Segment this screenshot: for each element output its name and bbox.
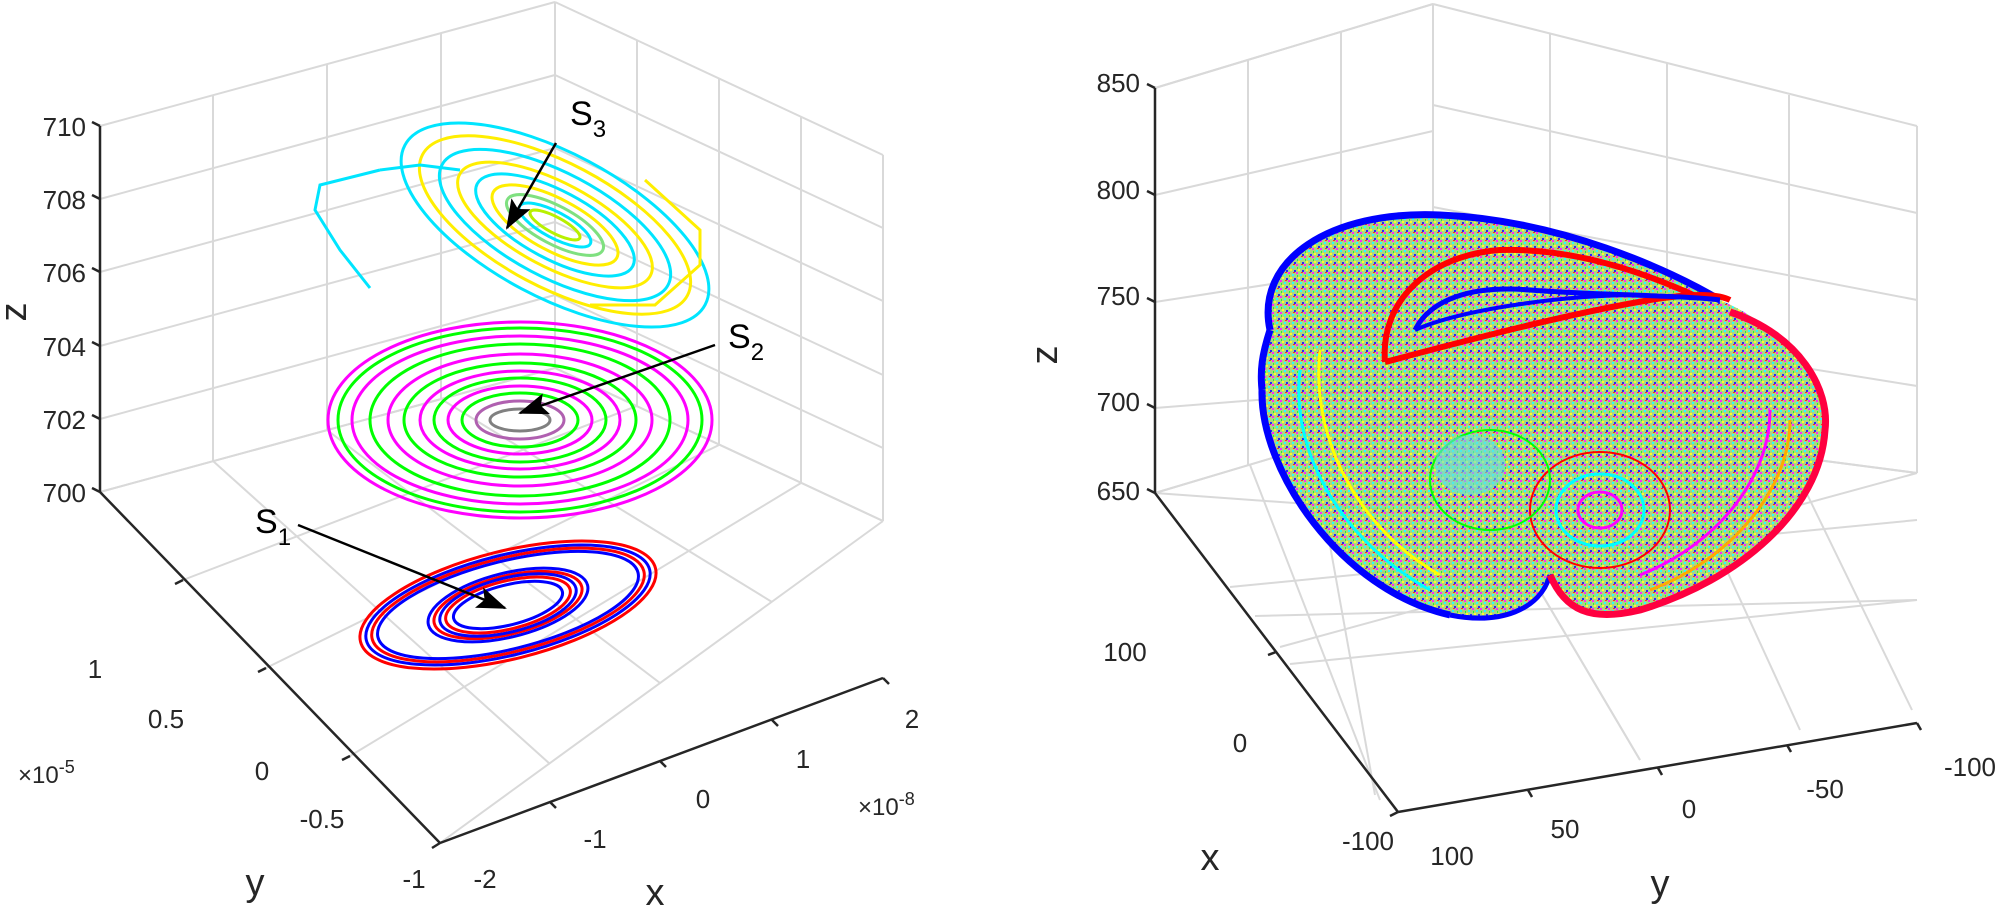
left-x-axis-label: x bbox=[646, 872, 665, 907]
left-grid bbox=[99, 1, 884, 844]
svg-text:706: 706 bbox=[43, 258, 86, 288]
svg-text:-1: -1 bbox=[583, 824, 606, 854]
svg-text:850: 850 bbox=[1097, 68, 1140, 98]
svg-text:100: 100 bbox=[1103, 637, 1146, 667]
right-z-axis-label: z bbox=[1024, 346, 1066, 365]
s3-annotation: S3 bbox=[505, 95, 606, 230]
svg-text:2: 2 bbox=[905, 704, 919, 734]
svg-text:708: 708 bbox=[43, 185, 86, 215]
svg-text:-2: -2 bbox=[473, 864, 496, 894]
svg-text:1: 1 bbox=[88, 654, 102, 684]
left-z-axis: 710 708 706 704 702 700 z bbox=[0, 112, 102, 508]
svg-text:-0.5: -0.5 bbox=[300, 804, 345, 834]
left-3d-plot: S3 S2 S1 710 708 706 704 702 700 z bbox=[0, 1, 919, 907]
svg-text:700: 700 bbox=[43, 478, 86, 508]
svg-text:-50: -50 bbox=[1806, 774, 1844, 804]
left-z-axis-label: z bbox=[0, 303, 35, 322]
left-y-multiplier: ×10-5 bbox=[18, 757, 75, 789]
svg-text:-1: -1 bbox=[402, 864, 425, 894]
svg-text:50: 50 bbox=[1551, 814, 1580, 844]
svg-text:710: 710 bbox=[43, 112, 86, 142]
s1-annotation: S1 bbox=[255, 503, 507, 610]
svg-text:0: 0 bbox=[1682, 794, 1696, 824]
s3-trajectories bbox=[313, 121, 711, 329]
right-x-axis-label: x bbox=[1201, 837, 1220, 879]
svg-text:702: 702 bbox=[43, 405, 86, 435]
s2-annotation: S2 bbox=[518, 318, 764, 415]
svg-text:704: 704 bbox=[43, 332, 86, 362]
svg-text:650: 650 bbox=[1097, 476, 1140, 506]
right-3d-plot: 850 800 750 700 650 z 100 0 -100 x 100 5… bbox=[1024, 3, 1996, 905]
svg-text:0: 0 bbox=[255, 756, 269, 786]
s1-trajectories bbox=[358, 539, 658, 671]
right-x-axis: 100 0 -100 x bbox=[1103, 492, 1399, 879]
right-z-axis: 850 800 750 700 650 z bbox=[1024, 68, 1157, 506]
right-y-axis: 100 50 0 -50 -100 y bbox=[1397, 721, 1996, 905]
svg-text:S3: S3 bbox=[570, 95, 606, 143]
svg-text:-100: -100 bbox=[1342, 826, 1394, 856]
svg-text:750: 750 bbox=[1097, 281, 1140, 311]
s2-trajectories bbox=[326, 320, 714, 520]
svg-text:S2: S2 bbox=[728, 318, 764, 366]
right-y-axis-label: y bbox=[1651, 863, 1670, 905]
svg-text:-100: -100 bbox=[1944, 752, 1996, 782]
left-x-multiplier: ×10-8 bbox=[858, 789, 915, 821]
svg-text:100: 100 bbox=[1430, 841, 1473, 871]
svg-text:0.5: 0.5 bbox=[148, 704, 184, 734]
svg-text:S1: S1 bbox=[255, 503, 291, 551]
svg-text:1: 1 bbox=[796, 744, 810, 774]
svg-text:0: 0 bbox=[696, 784, 710, 814]
svg-text:800: 800 bbox=[1097, 175, 1140, 205]
left-x-axis: -2 -1 0 1 2 ×10-8 x bbox=[439, 676, 919, 907]
chaotic-attractor bbox=[1257, 211, 1830, 621]
svg-text:0: 0 bbox=[1233, 728, 1247, 758]
left-y-axis: 1 0.5 0 -0.5 -1 ×10-5 y bbox=[18, 491, 441, 904]
left-y-axis-label: y bbox=[246, 862, 265, 904]
svg-text:700: 700 bbox=[1097, 387, 1140, 417]
